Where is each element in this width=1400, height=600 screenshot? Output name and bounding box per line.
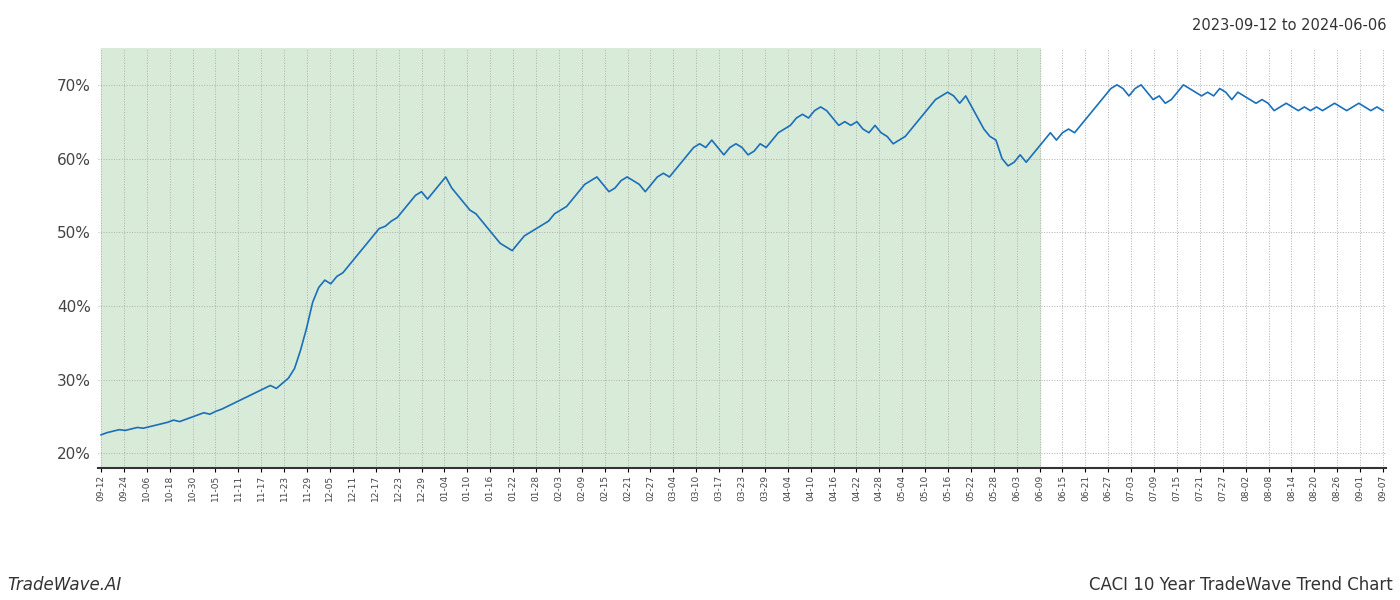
Text: CACI 10 Year TradeWave Trend Chart: CACI 10 Year TradeWave Trend Chart <box>1089 576 1393 594</box>
Bar <box>101 48 1040 468</box>
Text: TradeWave.AI: TradeWave.AI <box>7 576 122 594</box>
Text: 2023-09-12 to 2024-06-06: 2023-09-12 to 2024-06-06 <box>1191 18 1386 33</box>
